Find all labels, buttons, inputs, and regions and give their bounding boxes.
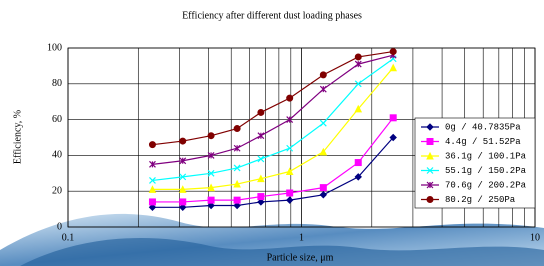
marker <box>355 54 361 60</box>
legend-label: 55.1g / 150.2Pa <box>445 166 527 176</box>
marker <box>208 133 214 139</box>
marker <box>149 199 155 205</box>
marker <box>287 95 293 101</box>
y-tick-label: 20 <box>52 185 62 196</box>
x-axis-label: Particle size, μm <box>267 252 334 263</box>
y-tick-label: 100 <box>47 42 62 53</box>
x-tick-label: 10 <box>530 232 540 243</box>
marker <box>287 145 293 151</box>
marker <box>258 109 264 115</box>
marker <box>258 133 264 139</box>
marker <box>355 160 361 166</box>
marker <box>320 86 326 92</box>
legend-marker <box>427 139 433 145</box>
marker <box>390 115 396 121</box>
y-axis-label: Efficiency, % <box>12 110 23 164</box>
legend-label: 70.6g / 200.2Pa <box>445 180 527 190</box>
marker <box>320 185 326 191</box>
marker <box>180 138 186 144</box>
chart: Efficiency after different dust loading … <box>0 0 544 266</box>
legend-label: 0g / 40.7835Pa <box>445 122 521 132</box>
marker <box>234 126 240 132</box>
y-tick-label: 40 <box>52 150 62 161</box>
marker <box>258 156 264 162</box>
y-tick-label: 60 <box>52 114 62 125</box>
x-tick-label: 0.1 <box>62 232 75 243</box>
legend-label: 4.4g / 51.52Pa <box>445 137 521 147</box>
legend-label: 36.1g / 100.1Pa <box>445 151 527 161</box>
marker <box>320 120 326 126</box>
legend-label: 80.2g / 250Pa <box>445 195 516 205</box>
y-tick-label: 80 <box>52 78 62 89</box>
marker <box>287 197 293 203</box>
marker <box>149 142 155 148</box>
x-tick-label: 1 <box>299 232 304 243</box>
marker <box>208 197 214 203</box>
y-tick-label: 0 <box>57 221 62 232</box>
marker <box>320 192 326 198</box>
series-line <box>152 138 393 208</box>
legend-marker <box>427 197 433 203</box>
marker <box>287 190 293 196</box>
marker <box>258 194 264 200</box>
marker <box>234 197 240 203</box>
marker <box>320 72 326 78</box>
marker <box>180 199 186 205</box>
marker <box>390 49 396 55</box>
marker <box>390 65 396 71</box>
chart-title: Efficiency after different dust loading … <box>182 10 362 21</box>
